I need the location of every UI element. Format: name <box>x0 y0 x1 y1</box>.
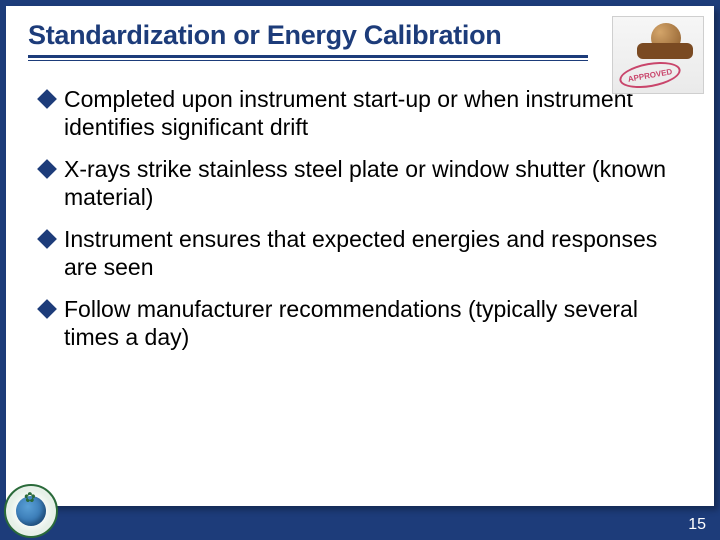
list-item: Follow manufacturer recommendations (typ… <box>40 295 684 351</box>
title-underline-thin <box>28 60 588 61</box>
list-item: Instrument ensures that expected energie… <box>40 225 684 281</box>
approved-stamp-image: APPROVED <box>612 16 704 94</box>
title-area: Standardization or Energy Calibration AP… <box>6 6 714 67</box>
stamp-mark-icon: APPROVED <box>617 58 682 92</box>
stamp-base-icon <box>637 43 693 59</box>
bullet-text: X-rays strike stainless steel plate or w… <box>64 155 684 211</box>
list-item: Completed upon instrument start-up or wh… <box>40 85 684 141</box>
bullet-text: Completed upon instrument start-up or wh… <box>64 85 684 141</box>
title-underline-thick <box>28 55 588 58</box>
diamond-bullet-icon <box>37 89 57 109</box>
bullet-text: Instrument ensures that expected energie… <box>64 225 684 281</box>
bullet-list: Completed upon instrument start-up or wh… <box>6 67 714 351</box>
page-number: 15 <box>688 516 706 534</box>
list-item: X-rays strike stainless steel plate or w… <box>40 155 684 211</box>
slide-title: Standardization or Energy Calibration <box>28 20 614 51</box>
diamond-bullet-icon <box>37 299 57 319</box>
diamond-bullet-icon <box>37 159 57 179</box>
slide-card: Standardization or Energy Calibration AP… <box>6 6 714 506</box>
diamond-bullet-icon <box>37 229 57 249</box>
epa-logo: ✿ <box>4 484 58 538</box>
bullet-text: Follow manufacturer recommendations (typ… <box>64 295 684 351</box>
epa-logo-flower-icon: ✿ <box>24 490 38 504</box>
